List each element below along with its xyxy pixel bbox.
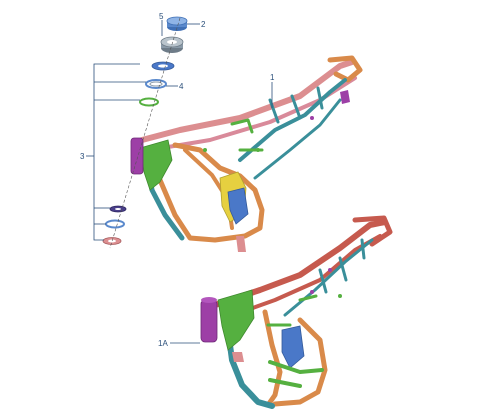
frame-upper-orange-loop (147, 142, 265, 243)
pink-cup-icon (102, 237, 122, 245)
frame-upper-blue-bracket (227, 187, 249, 225)
blue-washer-icon (151, 61, 175, 71)
bearing-ring-icon (145, 79, 167, 89)
frame-lower-teal-rail (283, 238, 374, 317)
frame-lower-orange-loop-2 (272, 317, 328, 407)
frame-upper-green-gusset (139, 139, 173, 191)
callout-label-race-ring: 4 (179, 82, 184, 91)
frame-lower-bolt (328, 268, 332, 272)
frame-lower-bolt (338, 294, 342, 298)
steering-axis-line (109, 17, 181, 249)
callout-label-frame-alt: 1A (158, 339, 168, 348)
frame-upper-bolt (310, 116, 314, 120)
frame-lower-rear-loop (352, 215, 393, 247)
frame-lower-bolt (310, 290, 314, 294)
frame-lower-steering-head (200, 299, 218, 343)
bearing-ring-icon (109, 205, 127, 213)
frame-lower-orange-loop (262, 309, 283, 408)
callout-label-frame-main: 1 (270, 73, 275, 82)
green-ring-icon (139, 97, 159, 107)
frame-lower-green-gusset (217, 289, 255, 351)
frame-lower-downtube (225, 327, 275, 409)
blue-cap-icon (166, 16, 188, 31)
frame-upper-steering-head (130, 137, 144, 175)
frame-upper-bolt (256, 148, 260, 152)
bearing-ring-icon (105, 219, 125, 229)
callout-leaders (86, 20, 273, 344)
frame-upper-teal-rail (238, 78, 347, 162)
frame-lower-steering-head-top (201, 297, 217, 303)
frame-upper-teal-brace (268, 86, 324, 124)
steering-hardware (102, 16, 188, 249)
frame-lower-tab (232, 352, 244, 362)
frame-lower-blue-bracket (281, 325, 305, 369)
frame-lower-assembly (200, 215, 393, 409)
callout-label-locknut: 5 (159, 12, 164, 21)
grey-nut-icon (160, 36, 184, 53)
frame-upper-teal-rail-2 (253, 98, 342, 180)
frame-lower-teal-brace (318, 238, 366, 294)
frame-upper-rear-tab (340, 90, 350, 104)
frame-lower-green-link (268, 360, 324, 388)
callout-label-dust-cap: 2 (201, 20, 206, 29)
frame-upper-rear-subframe (327, 55, 363, 83)
frame-lower-green-bar (266, 294, 318, 327)
frame-upper-top-rail (139, 59, 355, 143)
frame-upper-bolt (203, 148, 207, 152)
callout-label-bearing-set: 3 (80, 152, 85, 161)
frame-upper-tab (236, 236, 246, 252)
frame-upper-assembly (130, 55, 363, 252)
